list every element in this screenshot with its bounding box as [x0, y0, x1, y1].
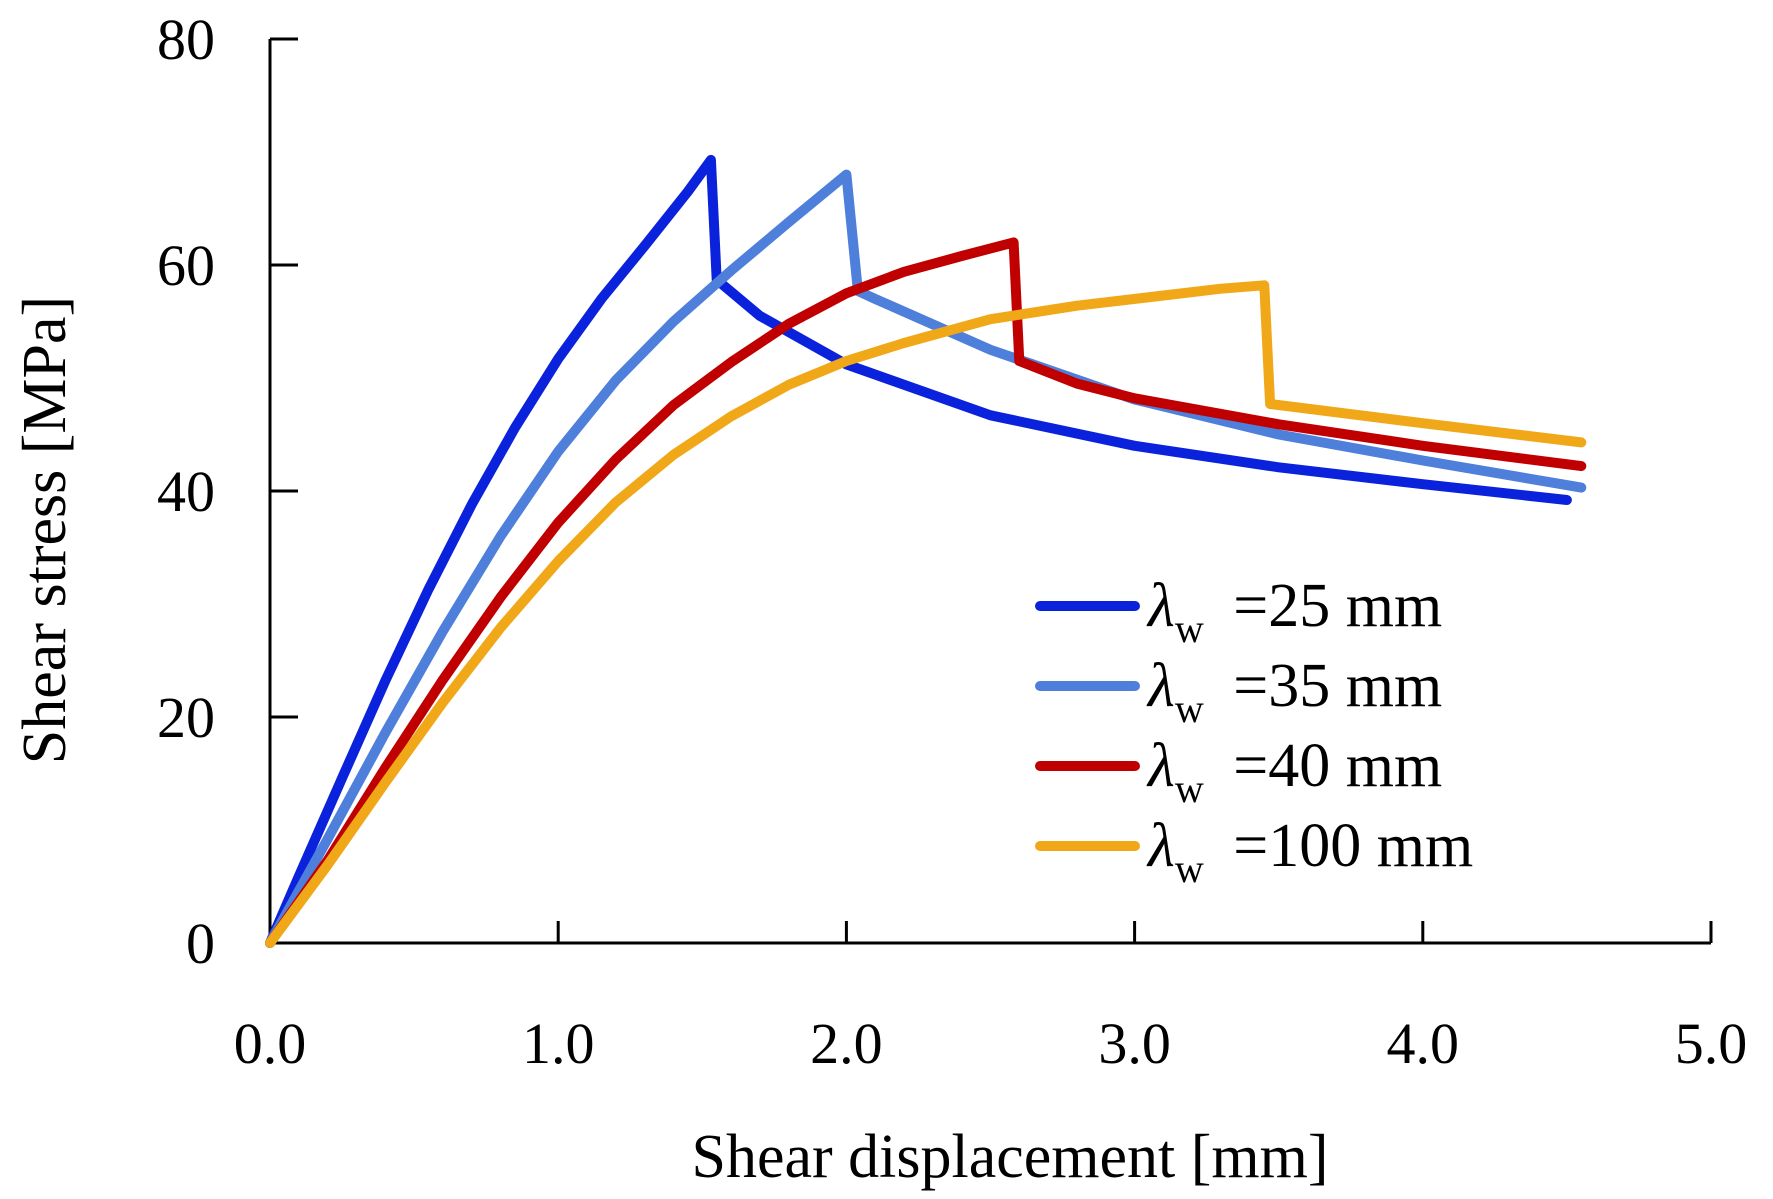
x-tick-label: 1.0: [522, 1011, 595, 1076]
y-tick-label: 60: [157, 233, 215, 298]
legend-subscript: w: [1175, 766, 1204, 811]
legend-lambda-symbol: λ: [1146, 812, 1175, 880]
series-line: [265, 154, 1572, 948]
axes: 0.0 1.0 2.0 3.0 4.0 5.0 0 20 40 60 80: [157, 7, 1747, 1076]
legend-label: λw =40 mm: [1146, 732, 1442, 811]
legend-label: λw =35 mm: [1146, 652, 1442, 731]
legend-value: =25 mm: [1218, 572, 1442, 640]
series-line: [265, 280, 1587, 948]
legend-subscript: w: [1175, 606, 1204, 651]
x-axis-title: Shear displacement [mm]: [691, 1123, 1328, 1191]
legend-lambda-symbol: λ: [1146, 572, 1175, 640]
x-tick-label: 0.0: [234, 1011, 307, 1076]
legend-label: λw =100 mm: [1146, 812, 1473, 891]
legend-value: =100 mm: [1218, 812, 1473, 880]
legend-label: λw =25 mm: [1146, 572, 1442, 651]
y-tick-label: 20: [157, 685, 215, 750]
legend-value: =35 mm: [1218, 652, 1442, 720]
legend-lambda-symbol: λ: [1146, 732, 1175, 800]
x-tick-label: 4.0: [1387, 1011, 1460, 1076]
series-layer: [265, 154, 1587, 948]
series-line: [265, 237, 1587, 948]
legend-value: =40 mm: [1218, 732, 1442, 800]
y-axis-title: Shear stress [MPa]: [11, 296, 79, 764]
y-tick-label: 40: [157, 459, 215, 524]
x-tick-label: 5.0: [1675, 1011, 1748, 1076]
legend-subscript: w: [1175, 846, 1204, 891]
x-tick-label: 3.0: [1098, 1011, 1171, 1076]
legend-subscript: w: [1175, 686, 1204, 731]
x-tick-label: 2.0: [810, 1011, 883, 1076]
y-tick-label: 80: [157, 7, 215, 72]
legend-lambda-symbol: λ: [1146, 652, 1175, 720]
y-tick-label: 0: [186, 911, 215, 976]
